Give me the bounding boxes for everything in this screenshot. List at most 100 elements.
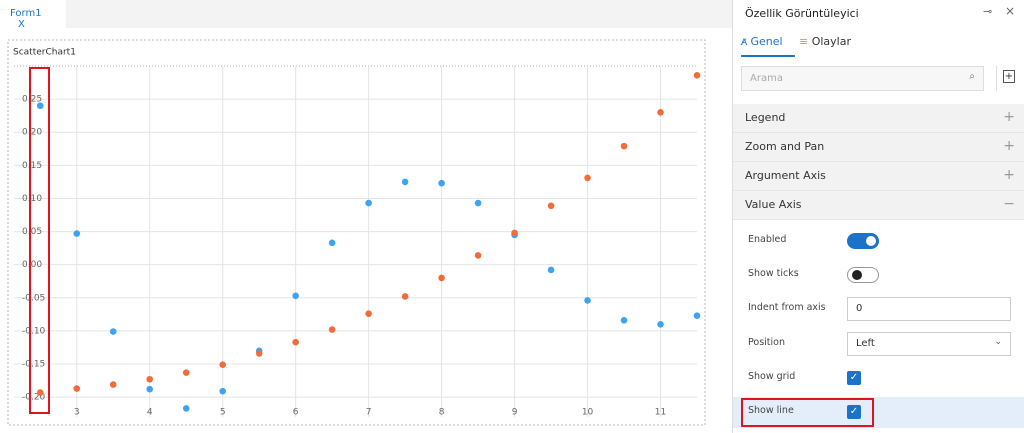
y-tick-label: 0.15	[22, 161, 42, 171]
section-header[interactable]: Value Axis −	[733, 191, 1024, 220]
x-tick-label: 5	[220, 408, 226, 418]
point	[109, 381, 117, 388]
y-tick-label: -0.15	[22, 360, 45, 370]
section-title: Zoom and Pan	[745, 140, 825, 153]
point	[693, 312, 701, 319]
point	[36, 102, 44, 110]
search-box[interactable]: Arama ⌕	[741, 66, 984, 91]
y-tick-label: 0.10	[22, 194, 42, 204]
checkbox[interactable]: ✓	[847, 405, 861, 419]
point	[584, 174, 591, 182]
point	[328, 239, 336, 247]
point	[182, 405, 190, 412]
x-tick-label: 8	[439, 408, 445, 418]
tab-close[interactable]: X	[18, 19, 25, 30]
x-tick-label: 6	[293, 408, 299, 418]
y-tick-label: 0.05	[22, 227, 42, 237]
point	[292, 292, 299, 300]
point	[292, 338, 299, 346]
tab-label: Genel	[750, 35, 783, 48]
point	[401, 178, 409, 186]
property-label: Enabled	[748, 234, 787, 245]
point	[328, 326, 336, 333]
chart: ScatterChart1 -0.20 -0.15 -0.10 -0.05 0.00 0.…	[7, 39, 706, 426]
point	[182, 369, 190, 376]
x-tick-label: 4	[147, 408, 153, 418]
expand-icon[interactable]: +	[1003, 109, 1015, 125]
y-tick-label: 0.25	[22, 95, 42, 105]
point	[511, 229, 518, 237]
point	[146, 375, 154, 383]
section-header[interactable]: Argument Axis +	[733, 162, 1024, 191]
y-tick-label: 0.00	[22, 260, 42, 270]
x-tick-label: 10	[582, 408, 594, 418]
y-tick-label: -0.20	[22, 393, 46, 403]
tab[interactable]: Form1 X	[0, 0, 66, 30]
point	[438, 179, 445, 187]
pin-icon[interactable]: ⊸	[983, 5, 993, 18]
section-title: Value Axis	[745, 198, 802, 211]
panel-title: Özellik Görüntüleyici	[745, 7, 859, 20]
point	[365, 310, 372, 317]
point	[474, 199, 482, 207]
expand-icon[interactable]: −	[1003, 196, 1015, 212]
property-panel: Özellik Görüntüleyici ⊸ × A̸ Genel ≡ Ola…	[732, 0, 1024, 433]
y-tick-label: -0.10	[22, 326, 46, 336]
section-header[interactable]: Zoom and Pan +	[733, 133, 1024, 162]
add-icon[interactable]: +	[1003, 70, 1015, 83]
property-label: Indent from axis	[748, 302, 826, 314]
tab-label: Form1	[10, 8, 42, 19]
x-tick-label: 3	[74, 408, 80, 418]
point	[36, 389, 44, 396]
point	[620, 317, 628, 324]
select-value: Left	[856, 337, 875, 349]
toggle-knob	[852, 270, 862, 281]
point	[219, 387, 226, 395]
property-label: Show ticks	[748, 268, 799, 280]
point	[657, 109, 664, 116]
checkbox[interactable]: ✓	[847, 370, 861, 385]
section-title: Argument Axis	[745, 169, 826, 182]
point	[73, 230, 81, 237]
chart-title: ScatterChart1	[13, 48, 76, 58]
point	[474, 252, 482, 259]
close-icon[interactable]: ×	[1005, 4, 1016, 18]
point	[438, 274, 445, 282]
expand-icon[interactable]: +	[1003, 167, 1015, 183]
toggle[interactable]	[847, 233, 879, 249]
tab-label: Olaylar	[811, 35, 852, 48]
section-title: Legend	[745, 111, 786, 124]
x-tick-label: 7	[366, 408, 372, 418]
chart-frame	[7, 39, 706, 426]
x-tick-label: 9	[512, 408, 518, 418]
point	[109, 328, 117, 335]
highlight-box	[29, 67, 50, 414]
tab-genel[interactable]: A̸ Genel	[741, 35, 795, 57]
y-tick-label: -0.05	[22, 293, 45, 303]
text-input[interactable]: 0	[847, 297, 1011, 322]
x-tick-label: 11	[655, 408, 666, 418]
divider	[996, 66, 997, 91]
search-placeholder: Arama	[750, 73, 783, 84]
point	[255, 350, 263, 357]
point	[620, 142, 628, 150]
property-label: Show grid	[748, 370, 796, 382]
point	[365, 199, 372, 207]
expand-icon[interactable]: +	[1003, 138, 1015, 154]
section-header[interactable]: Legend +	[733, 104, 1024, 133]
tab-olaylar[interactable]: ≡ Olaylar	[799, 35, 852, 48]
point	[657, 320, 664, 328]
property-label: Position	[748, 336, 785, 348]
point	[219, 361, 226, 368]
point	[146, 385, 154, 393]
point	[401, 293, 409, 300]
highlight-box	[741, 398, 874, 427]
point	[73, 385, 81, 392]
point	[547, 266, 555, 274]
select[interactable]: Left ⌄	[847, 331, 1011, 356]
y-tick-label: 0.20	[22, 128, 42, 138]
row-highlight	[733, 397, 1024, 428]
select-arrow: ⌄	[994, 336, 1002, 347]
toggle[interactable]	[847, 267, 879, 284]
